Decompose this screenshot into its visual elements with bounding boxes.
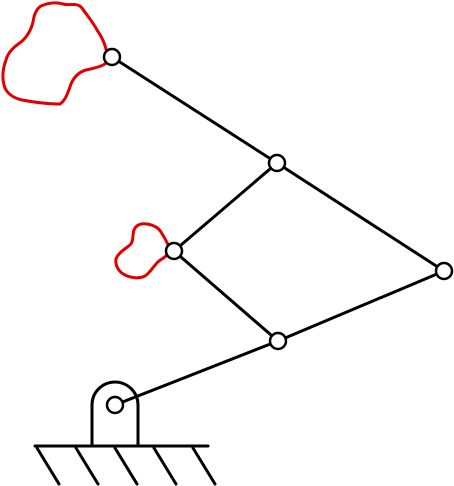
link-lower-left [172, 249, 280, 343]
coupler-curve-large [1, 1, 109, 106]
link-upper-left [172, 161, 279, 253]
ground-pivot [105, 395, 125, 415]
link-upper-right [275, 161, 446, 273]
joint-left-mid [164, 241, 184, 261]
link-lower-right [276, 269, 446, 343]
joint-top-left [102, 47, 122, 67]
hatch-line [113, 446, 139, 486]
link-crank [113, 339, 280, 407]
hatch-line [152, 446, 178, 486]
ground-hatching [35, 446, 217, 486]
coupler-curve-small [114, 222, 172, 280]
link-extension [110, 55, 279, 165]
hatch-line [191, 446, 217, 486]
hatch-line [74, 446, 100, 486]
joint-lower-mid [268, 331, 288, 351]
ground-support [33, 380, 217, 486]
joint-upper-mid [267, 153, 287, 173]
hatch-line [35, 446, 61, 486]
linkage-joints [102, 47, 454, 415]
joint-right [434, 261, 454, 281]
linkage-bars [110, 55, 446, 407]
